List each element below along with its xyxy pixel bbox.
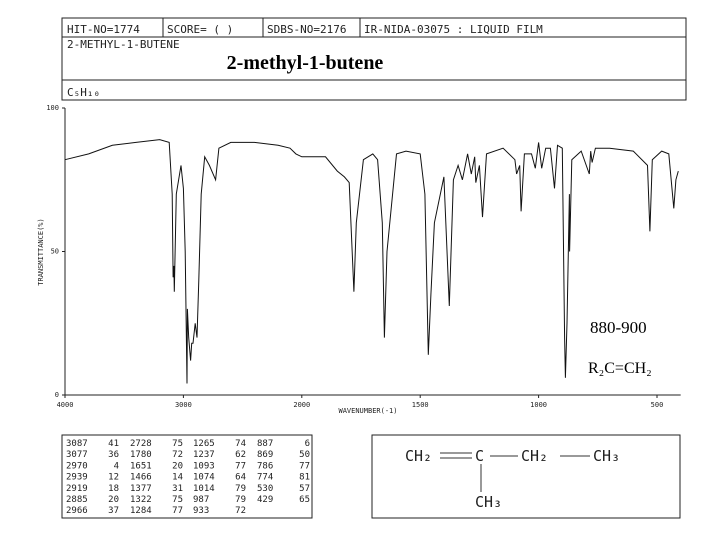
peak-wavenumber: 1284 bbox=[130, 506, 152, 516]
peak-wavenumber: 2728 bbox=[130, 439, 152, 449]
peak-transmittance: 62 bbox=[235, 450, 246, 460]
peak-transmittance: 79 bbox=[235, 484, 246, 494]
peak-wavenumber: 1780 bbox=[130, 450, 152, 460]
peak-transmittance: 77 bbox=[172, 506, 183, 516]
x-tick-label: 1000 bbox=[530, 401, 547, 409]
peak-wavenumber: 2919 bbox=[66, 484, 88, 494]
peak-wavenumber: 1237 bbox=[193, 450, 215, 460]
peak-wavenumber: 869 bbox=[257, 450, 273, 460]
peak-wavenumber: 1265 bbox=[193, 439, 215, 449]
peak-wavenumber: 1074 bbox=[193, 473, 215, 483]
peak-table-box bbox=[61, 434, 313, 519]
peak-wavenumber: 3077 bbox=[66, 450, 88, 460]
peak-transmittance: 12 bbox=[108, 473, 119, 483]
peak-wavenumber: 2939 bbox=[66, 473, 88, 483]
x-tick-label: 3000 bbox=[175, 401, 192, 409]
peak-transmittance: 72 bbox=[172, 450, 183, 460]
atom: CH₃ bbox=[475, 493, 502, 511]
header-box bbox=[61, 17, 687, 101]
peak-transmittance: 37 bbox=[108, 506, 119, 516]
atom: C bbox=[475, 447, 484, 465]
x-axis-label: WAVENUMBER(-1) bbox=[338, 407, 397, 415]
compound: 2-METHYL-1-BUTENE bbox=[67, 38, 180, 51]
peak-wavenumber: 3087 bbox=[66, 439, 88, 449]
atom: CH₂ bbox=[405, 447, 432, 465]
structure-box bbox=[371, 434, 681, 519]
atom: CH₃ bbox=[593, 447, 620, 465]
x-tick-label: 1500 bbox=[412, 401, 429, 409]
peak-wavenumber: 429 bbox=[257, 495, 273, 505]
y-tick-label: 0 bbox=[55, 391, 59, 399]
score: SCORE= ( ) bbox=[167, 23, 233, 36]
peak-wavenumber: 530 bbox=[257, 484, 273, 494]
peak-wavenumber: 1466 bbox=[130, 473, 152, 483]
peak-transmittance: 57 bbox=[299, 484, 310, 494]
peak-wavenumber: 987 bbox=[193, 495, 209, 505]
peak-transmittance: 18 bbox=[108, 484, 119, 494]
peak-wavenumber: 1014 bbox=[193, 484, 215, 494]
peak-table: 3087 41 3077 36 2970 4 2939 12 2919 18 2885 20 2966 3… bbox=[66, 439, 310, 516]
y-axis-label: TRANSMITTANCE(%) bbox=[37, 218, 45, 285]
formula: C₅H₁₀ bbox=[67, 86, 100, 99]
peak-transmittance: 20 bbox=[108, 495, 119, 505]
peak-wavenumber: 1651 bbox=[130, 461, 152, 471]
peak-transmittance: 64 bbox=[235, 473, 246, 483]
peak-wavenumber: 1093 bbox=[193, 461, 215, 471]
peak-transmittance: 14 bbox=[172, 473, 183, 483]
spectrum: 0 50 100 4000 3000 2000 1500 1000 500 WAVENUMBER(… bbox=[37, 104, 681, 415]
annotation: R₂C=CH₂ bbox=[588, 360, 652, 377]
peak-wavenumber: 786 bbox=[257, 461, 273, 471]
peak-wavenumber: 2966 bbox=[66, 506, 88, 516]
x-tick-label: 500 bbox=[651, 401, 664, 409]
peak-transmittance: 4 bbox=[114, 461, 119, 471]
peak-transmittance: 77 bbox=[235, 461, 246, 471]
peak-wavenumber: 1377 bbox=[130, 484, 152, 494]
peak-transmittance: 65 bbox=[299, 495, 310, 505]
y-tick-label: 100 bbox=[46, 104, 59, 112]
peak-wavenumber: 933 bbox=[193, 506, 209, 516]
x-tick-label: 2000 bbox=[293, 401, 310, 409]
peak-transmittance: 31 bbox=[172, 484, 183, 494]
peak-transmittance: 81 bbox=[299, 473, 310, 483]
peak-transmittance: 41 bbox=[108, 439, 119, 449]
peak-wavenumber: 887 bbox=[257, 439, 273, 449]
x-tick-label: 4000 bbox=[57, 401, 74, 409]
caption: 2-methyl-1-butene bbox=[227, 52, 384, 74]
peak-transmittance: 75 bbox=[172, 439, 183, 449]
y-tick-label: 50 bbox=[51, 248, 59, 256]
peak-wavenumber: 1322 bbox=[130, 495, 152, 505]
sdbs-no: SDBS-NO=2176 bbox=[267, 23, 346, 36]
peak-wavenumber: 2885 bbox=[66, 495, 88, 505]
method: IR-NIDA-03075 : LIQUID FILM bbox=[364, 23, 543, 36]
peak-transmittance: 79 bbox=[235, 495, 246, 505]
peak-transmittance: 75 bbox=[172, 495, 183, 505]
peak-transmittance: 50 bbox=[299, 450, 310, 460]
peak-transmittance: 77 bbox=[299, 461, 310, 471]
peak-transmittance: 20 bbox=[172, 461, 183, 471]
peak-transmittance: 6 bbox=[305, 439, 310, 449]
peak-transmittance: 36 bbox=[108, 450, 119, 460]
annotation: 880-900 bbox=[590, 318, 647, 337]
hit-no: HIT-NO=1774 bbox=[67, 23, 140, 36]
spectrum-line bbox=[64, 139, 679, 384]
peak-transmittance: 72 bbox=[235, 506, 246, 516]
peak-wavenumber: 2970 bbox=[66, 461, 88, 471]
structure bbox=[440, 452, 590, 492]
atom: CH₂ bbox=[521, 447, 548, 465]
peak-wavenumber: 774 bbox=[257, 473, 273, 483]
peak-transmittance: 74 bbox=[235, 439, 246, 449]
